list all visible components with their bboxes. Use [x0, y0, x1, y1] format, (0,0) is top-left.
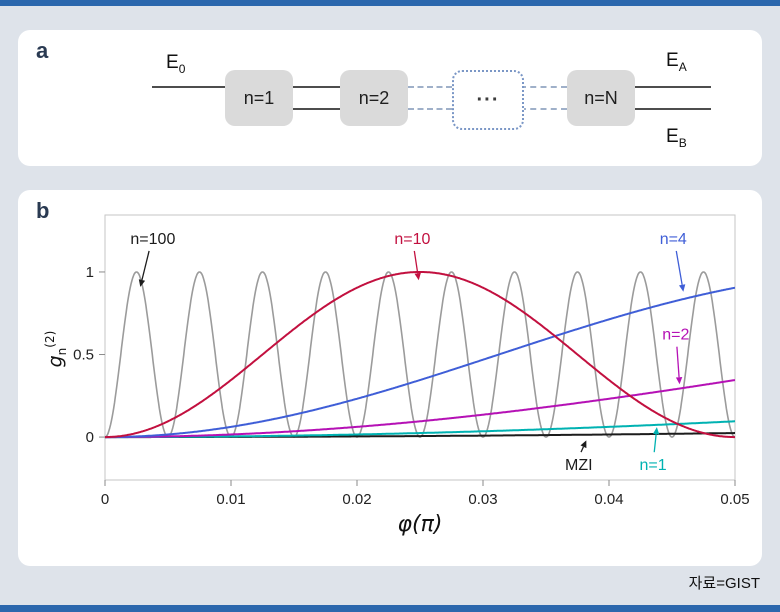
- cascade-stage-box-2: n=2: [340, 70, 408, 126]
- annotation-arrowhead: [414, 272, 421, 281]
- panel-a-label: a: [36, 38, 49, 63]
- series-curve-n=10: [105, 271, 735, 439]
- annotation-arrow: [675, 250, 683, 285]
- panel-b: b 0 0.01 0.02 0.03 0.04 0.05 0 0.5 1 n=100 n=10 n=4…: [18, 190, 762, 566]
- accent-bar-bottom: [0, 605, 780, 612]
- input-field-label-e0: E0: [166, 52, 186, 76]
- x-tick-label: 0: [101, 491, 109, 508]
- output-field-label-ea: EA: [666, 50, 687, 74]
- series-curve-n=100: [105, 271, 735, 438]
- x-axis-label: φ(π): [397, 512, 443, 537]
- annotation-arrowhead: [653, 427, 660, 435]
- y-tick-label: 0: [86, 429, 94, 446]
- x-tick-label: 0.02: [342, 491, 371, 508]
- x-tick-label: 0.03: [468, 491, 497, 508]
- series-curve-n=4: [105, 286, 735, 439]
- annotation-arrowhead: [679, 284, 686, 292]
- connector-line-dashed-top: [408, 86, 452, 88]
- output-line-top: [635, 86, 711, 88]
- x-tick-label: 0.01: [216, 491, 245, 508]
- cascade-stage-box-1: n=1: [225, 70, 293, 126]
- curve-label-n=2: n=2: [662, 327, 689, 344]
- panel-b-label: b: [36, 198, 50, 223]
- annotation-arrow: [580, 446, 585, 453]
- input-line: [152, 86, 225, 88]
- cascade-stage-box-n: n=N: [567, 70, 635, 126]
- x-tick-label: 0.05: [720, 491, 749, 508]
- curve-label-n=1: n=1: [640, 457, 667, 474]
- y-tick-label: 0.5: [73, 347, 94, 364]
- annotation-arrowhead: [580, 440, 587, 449]
- annotation-arrowhead: [675, 377, 683, 385]
- cascade-stage-box-ellipsis: ···: [452, 70, 524, 130]
- g2-chart: 0 0.01 0.02 0.03 0.04 0.05 0 0.5 1 n=100 n=10 n=4 n=…: [73, 214, 750, 508]
- panel-a: a E0 EA EB n=1 n=2 ··· n=N: [18, 30, 762, 166]
- annotation-arrow: [141, 250, 150, 281]
- annotation-arrow: [653, 434, 657, 453]
- connector-line-top: [293, 86, 340, 88]
- connector-line-dashed-top: [520, 86, 567, 88]
- connector-line-dashed-bottom: [408, 108, 452, 110]
- plot-frame: [104, 214, 736, 481]
- output-field-label-eb: EB: [666, 126, 687, 150]
- connector-line-dashed-bottom: [520, 108, 567, 110]
- output-line-bottom: [635, 108, 711, 110]
- annotation-arrow: [413, 250, 419, 274]
- curve-label-n=10: n=10: [394, 231, 430, 248]
- series-curve-n=2: [105, 379, 735, 439]
- y-axis-label: gn(2): [42, 330, 70, 368]
- y-tick-label: 1: [86, 264, 94, 281]
- curve-label-n=100: n=100: [130, 231, 175, 248]
- curve-label-n=4: n=4: [660, 231, 687, 248]
- series-curve-n=1: [105, 420, 735, 439]
- accent-bar-top: [0, 0, 780, 6]
- connector-line-bottom: [293, 108, 340, 110]
- source-credit: 자료=GIST: [688, 575, 760, 592]
- annotation-arrow: [676, 346, 680, 378]
- curve-label-MZI: MZI: [565, 457, 593, 474]
- annotation-arrowhead: [138, 279, 146, 287]
- x-tick-label: 0.04: [594, 491, 623, 508]
